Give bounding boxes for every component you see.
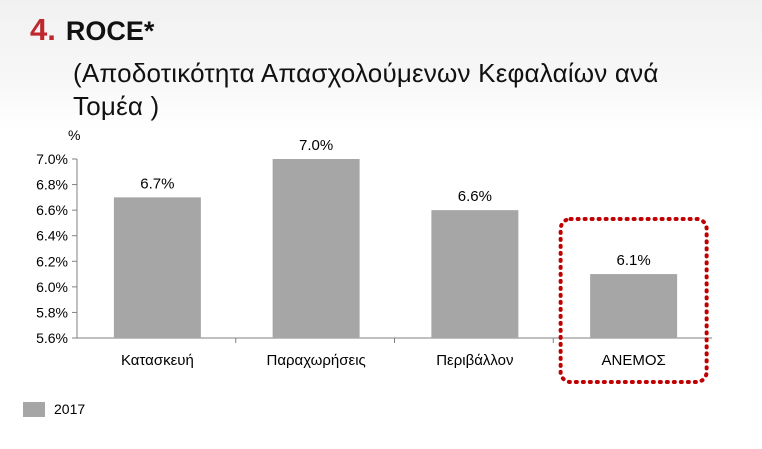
bar — [590, 274, 678, 338]
legend-label: 2017 — [54, 401, 86, 417]
highlight-box — [558, 217, 709, 384]
category-label: Περιβάλλον — [436, 352, 513, 369]
category-label: Παραχωρήσεις — [266, 352, 365, 369]
bar — [272, 159, 360, 338]
y-tick-label: 5.8% — [36, 304, 68, 320]
bar — [113, 197, 201, 338]
title-text: ROCE* — [65, 16, 155, 46]
legend-swatch — [23, 401, 45, 417]
y-tick-label: 6.2% — [36, 253, 68, 269]
bar — [431, 210, 519, 338]
subtitle: (Αποδοτικότητα Απασχολούμενων Κεφαλαίων … — [73, 58, 659, 121]
title: 4. ROCE* — [30, 12, 154, 48]
category-label: Κατασκευή — [121, 352, 194, 369]
data-label: 6.1% — [617, 252, 651, 269]
title-number: 4. — [30, 12, 56, 47]
data-label: 6.6% — [458, 188, 492, 205]
y-tick-label: 7.0% — [36, 151, 68, 167]
legend: 2017 — [23, 401, 85, 417]
y-unit-label: % — [68, 127, 80, 143]
y-tick-label: 6.0% — [36, 279, 68, 295]
y-tick-label: 5.6% — [36, 330, 68, 346]
category-label: ΑΝΕΜΟΣ — [601, 352, 665, 369]
y-tick-label: 6.4% — [36, 228, 68, 244]
data-label: 7.0% — [299, 137, 333, 154]
data-label: 6.7% — [140, 175, 174, 192]
y-tick-label: 6.6% — [36, 202, 68, 218]
header-background — [0, 0, 762, 130]
y-tick-label: 6.8% — [36, 177, 68, 193]
